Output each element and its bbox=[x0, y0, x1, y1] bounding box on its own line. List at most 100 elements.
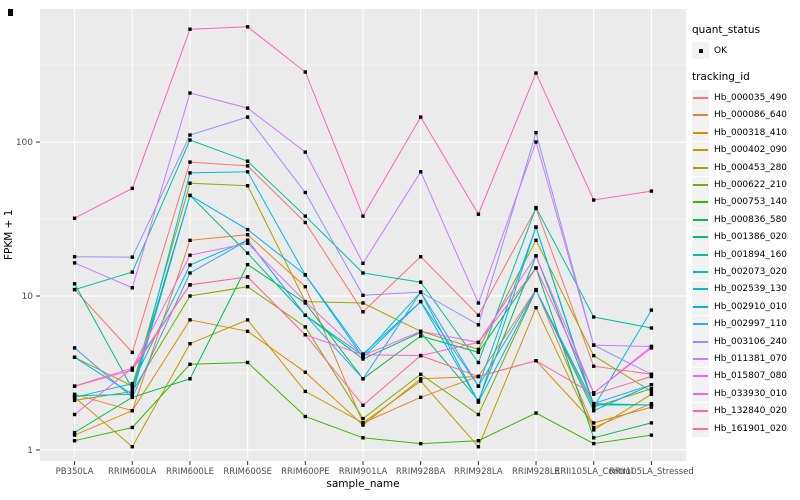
legend-item-label: Hb_000035_490 bbox=[714, 93, 788, 104]
data-point bbox=[188, 238, 192, 242]
legend-item-label: Hb_161901_020 bbox=[714, 423, 788, 434]
legend-item: Hb_002073_020 bbox=[692, 263, 798, 281]
data-point bbox=[303, 273, 307, 277]
data-point bbox=[245, 329, 250, 333]
legend-key-swatch bbox=[692, 211, 709, 229]
data-point bbox=[476, 445, 481, 449]
data-point bbox=[245, 318, 250, 322]
data-point bbox=[419, 115, 423, 119]
data-point bbox=[188, 271, 192, 275]
data-point bbox=[303, 370, 307, 374]
data-point bbox=[534, 411, 538, 415]
svg-text:PB350LA: PB350LA bbox=[56, 467, 94, 477]
data-point bbox=[534, 205, 538, 210]
series-color-line-icon bbox=[693, 288, 708, 291]
data-point bbox=[592, 441, 596, 446]
legend-item: Hb_000402_090 bbox=[692, 141, 798, 159]
legend-item-label: Hb_001386_020 bbox=[714, 232, 788, 243]
data-point bbox=[245, 262, 250, 267]
data-point bbox=[72, 439, 77, 443]
legend-key-swatch bbox=[692, 141, 709, 159]
data-point bbox=[130, 186, 134, 191]
data-point bbox=[188, 193, 192, 198]
svg-text:RRII105LA_Control: RRII105LA_Control bbox=[554, 467, 633, 477]
data-point bbox=[245, 170, 250, 174]
data-point bbox=[534, 71, 538, 75]
data-point bbox=[592, 343, 596, 347]
series-color-line-icon bbox=[693, 305, 708, 308]
x-axis-title: sample_name bbox=[326, 478, 400, 490]
data-point bbox=[476, 313, 481, 317]
data-point bbox=[361, 310, 365, 314]
legend-item: Hb_000086_640 bbox=[692, 106, 798, 124]
svg-text:RRIM600LE: RRIM600LE bbox=[166, 467, 214, 477]
point-marker-icon bbox=[698, 48, 703, 53]
data-point bbox=[361, 261, 365, 265]
legend-key-swatch bbox=[692, 367, 709, 385]
data-point bbox=[592, 198, 596, 202]
data-point bbox=[130, 368, 134, 372]
data-point bbox=[649, 383, 654, 387]
legend-key-swatch bbox=[692, 402, 709, 420]
legend-spacer bbox=[692, 59, 798, 71]
series-color-line-icon bbox=[693, 218, 708, 221]
svg-text:RRII105LA_Stressed: RRII105LA_Stressed bbox=[609, 467, 694, 477]
legend-title-quant-status: quant_status bbox=[692, 24, 761, 36]
data-point bbox=[419, 377, 423, 381]
legend-item-label: Hb_003106_240 bbox=[714, 336, 788, 347]
data-point bbox=[72, 430, 77, 435]
data-point bbox=[476, 347, 481, 352]
data-point bbox=[649, 189, 654, 193]
data-point bbox=[476, 323, 481, 327]
data-point bbox=[303, 389, 307, 394]
data-point bbox=[130, 389, 134, 394]
data-point bbox=[188, 138, 192, 142]
series-color-line-icon bbox=[693, 357, 708, 360]
series-color-line-icon bbox=[693, 166, 708, 169]
series-color-line-icon bbox=[693, 270, 708, 273]
legend-item: Hb_001894_160 bbox=[692, 246, 798, 264]
data-point bbox=[361, 293, 365, 297]
legend-item-label: Hb_000318_410 bbox=[714, 127, 788, 138]
data-point bbox=[361, 214, 365, 218]
axis-ticks bbox=[36, 141, 652, 465]
legend-item-label: Hb_000622_210 bbox=[714, 180, 788, 191]
legend-item: Hb_000622_210 bbox=[692, 176, 798, 194]
data-point bbox=[130, 392, 134, 396]
data-point bbox=[592, 425, 596, 430]
data-point bbox=[649, 405, 654, 409]
data-point bbox=[649, 346, 654, 350]
data-point bbox=[245, 233, 250, 237]
legend-key-swatch bbox=[692, 420, 709, 437]
legend-item-label: Hb_015807_080 bbox=[714, 371, 788, 382]
data-point bbox=[72, 394, 77, 398]
data-point bbox=[419, 334, 423, 338]
data-point bbox=[130, 425, 134, 430]
data-point bbox=[188, 342, 192, 346]
data-point bbox=[476, 340, 481, 345]
data-point bbox=[188, 318, 192, 322]
data-point bbox=[649, 433, 654, 437]
data-point bbox=[130, 387, 134, 391]
data-point bbox=[72, 433, 77, 437]
data-point bbox=[649, 326, 654, 330]
data-point bbox=[303, 299, 307, 304]
legend-key-swatch bbox=[692, 124, 709, 142]
legend-item-label: Hb_132840_020 bbox=[714, 406, 788, 417]
legend-tracking-items: Hb_000035_490 Hb_000086_640 Hb_000318_410 H… bbox=[692, 89, 798, 437]
data-point bbox=[649, 389, 654, 394]
data-point bbox=[592, 436, 596, 440]
legend-item-label: Hb_000086_640 bbox=[714, 110, 788, 121]
data-point bbox=[592, 401, 596, 406]
data-point bbox=[592, 405, 596, 409]
legend-item: Hb_000753_140 bbox=[692, 193, 798, 211]
data-point bbox=[361, 403, 365, 407]
data-point bbox=[72, 261, 77, 265]
data-point bbox=[245, 106, 250, 110]
data-point bbox=[649, 403, 654, 407]
y-tick-labels: 1 10 100 bbox=[16, 138, 33, 456]
data-point bbox=[130, 350, 134, 355]
data-point bbox=[361, 377, 365, 381]
legend-item: Hb_002539_130 bbox=[692, 280, 798, 298]
